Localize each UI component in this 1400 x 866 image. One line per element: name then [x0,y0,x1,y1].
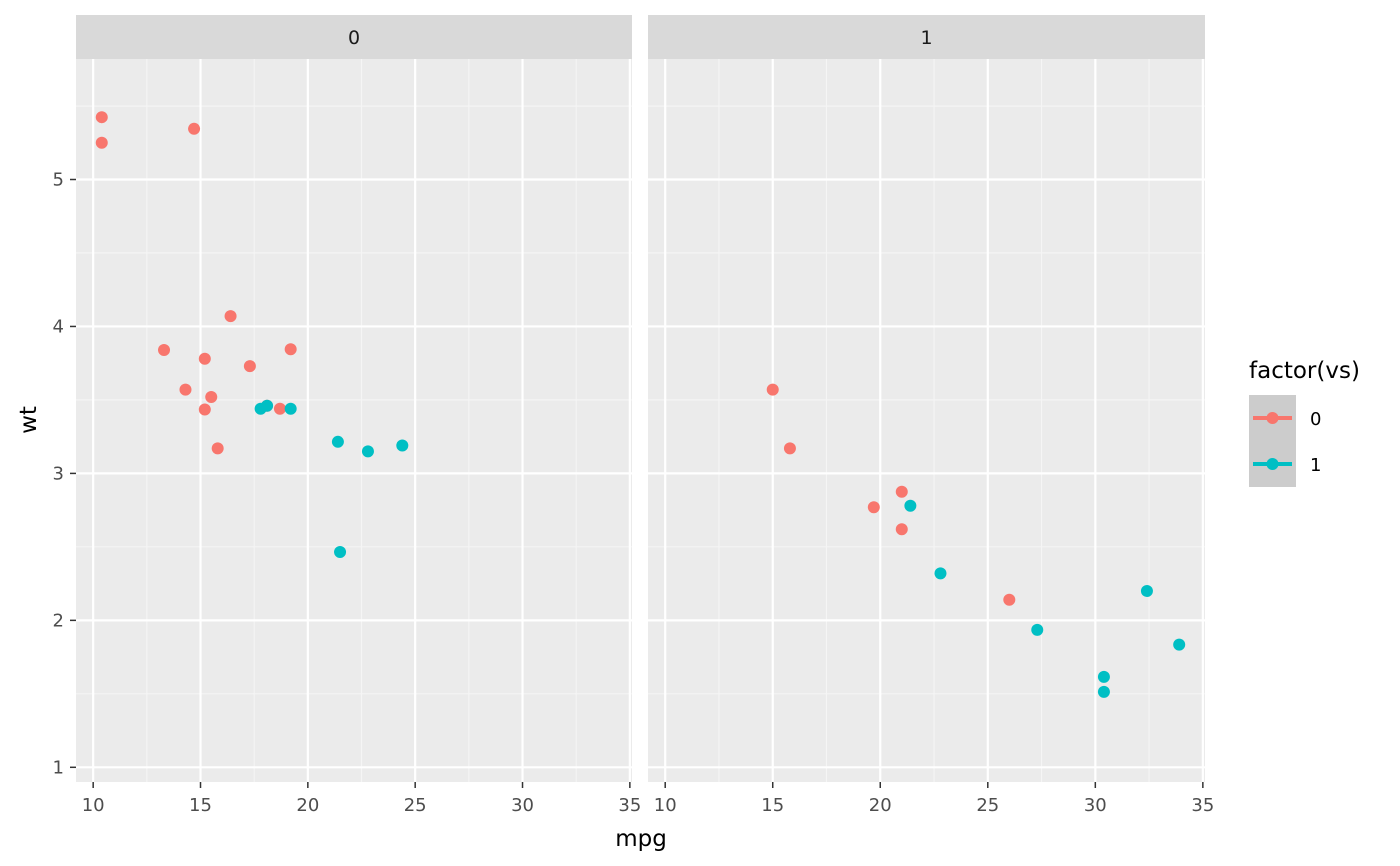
x-tick-label: 35 [1191,795,1214,816]
y-tick-label: 5 [53,170,64,191]
data-point [273,402,286,415]
data-point [95,136,108,149]
panel-background [648,59,1205,782]
x-tick-label: 20 [869,795,892,816]
legend-label: 0 [1310,409,1321,430]
data-point [198,352,211,365]
legend-key-1: 1 [1249,441,1321,487]
data-point [198,403,211,416]
x-tick-label: 35 [618,795,641,816]
data-point [243,360,256,373]
data-point [158,343,171,356]
facet-strip-label: 0 [348,27,360,49]
x-tick-label: 10 [82,795,105,816]
y-axis-title: wt [16,406,42,434]
data-point [867,501,880,514]
data-point [1031,623,1044,636]
facet-strip-0 [76,15,632,59]
x-tick-label: 25 [976,795,999,816]
data-point [361,445,374,458]
y-tick-label: 1 [53,757,64,778]
data-point [396,439,409,452]
data-point [1003,593,1016,606]
data-point [331,435,344,448]
data-point [284,343,297,356]
x-tick-label: 30 [1084,795,1107,816]
panel-background [76,59,632,782]
data-point [284,402,297,415]
legend: factor(vs) 01 [1249,358,1360,487]
x-tick-label: 20 [296,795,319,816]
x-axis-title: mpg [615,826,667,852]
facet-panel-1: 1 10 15 20 25 30 35 [648,15,1214,816]
data-point [1097,670,1110,683]
x-tick-label: 15 [761,795,784,816]
facet-strip-label: 1 [920,27,932,49]
data-point [895,523,908,536]
series-1 [254,399,409,559]
series-1 [904,499,1186,698]
legend-key-0: 0 [1249,395,1321,441]
legend-key-point [1266,458,1279,470]
y-tick-label: 4 [53,316,64,337]
legend-title: factor(vs) [1249,358,1360,384]
data-point [224,310,237,323]
y-tick-label: 3 [53,463,64,484]
y-tick-label: 2 [53,610,64,631]
data-point [783,442,796,455]
x-tick-label: 25 [404,795,427,816]
data-point [934,567,947,580]
data-point [904,499,917,512]
data-point [895,485,908,498]
data-point [188,122,201,135]
data-point [334,546,347,559]
legend-keys: 01 [1249,395,1321,487]
data-point [1173,638,1186,651]
x-tick-label: 10 [654,795,677,816]
data-point [95,111,108,124]
data-point [211,442,224,455]
legend-key-point [1266,412,1279,424]
data-point [254,402,267,415]
data-point [766,383,779,396]
facet-strip-1 [648,15,1205,59]
data-point [179,383,192,396]
data-point [1140,584,1153,597]
panels: 0 10 15 20 25 30 35 1 2 3 4 5 1 10 15 20 25 30 35 [53,15,1214,816]
facet-panel-0: 0 10 15 20 25 30 35 1 2 3 4 5 [53,15,641,816]
legend-label: 1 [1310,455,1321,476]
data-point [1097,685,1110,698]
data-point [205,390,218,403]
x-tick-label: 30 [511,795,534,816]
x-tick-label: 15 [189,795,212,816]
series-0 [766,383,1016,606]
